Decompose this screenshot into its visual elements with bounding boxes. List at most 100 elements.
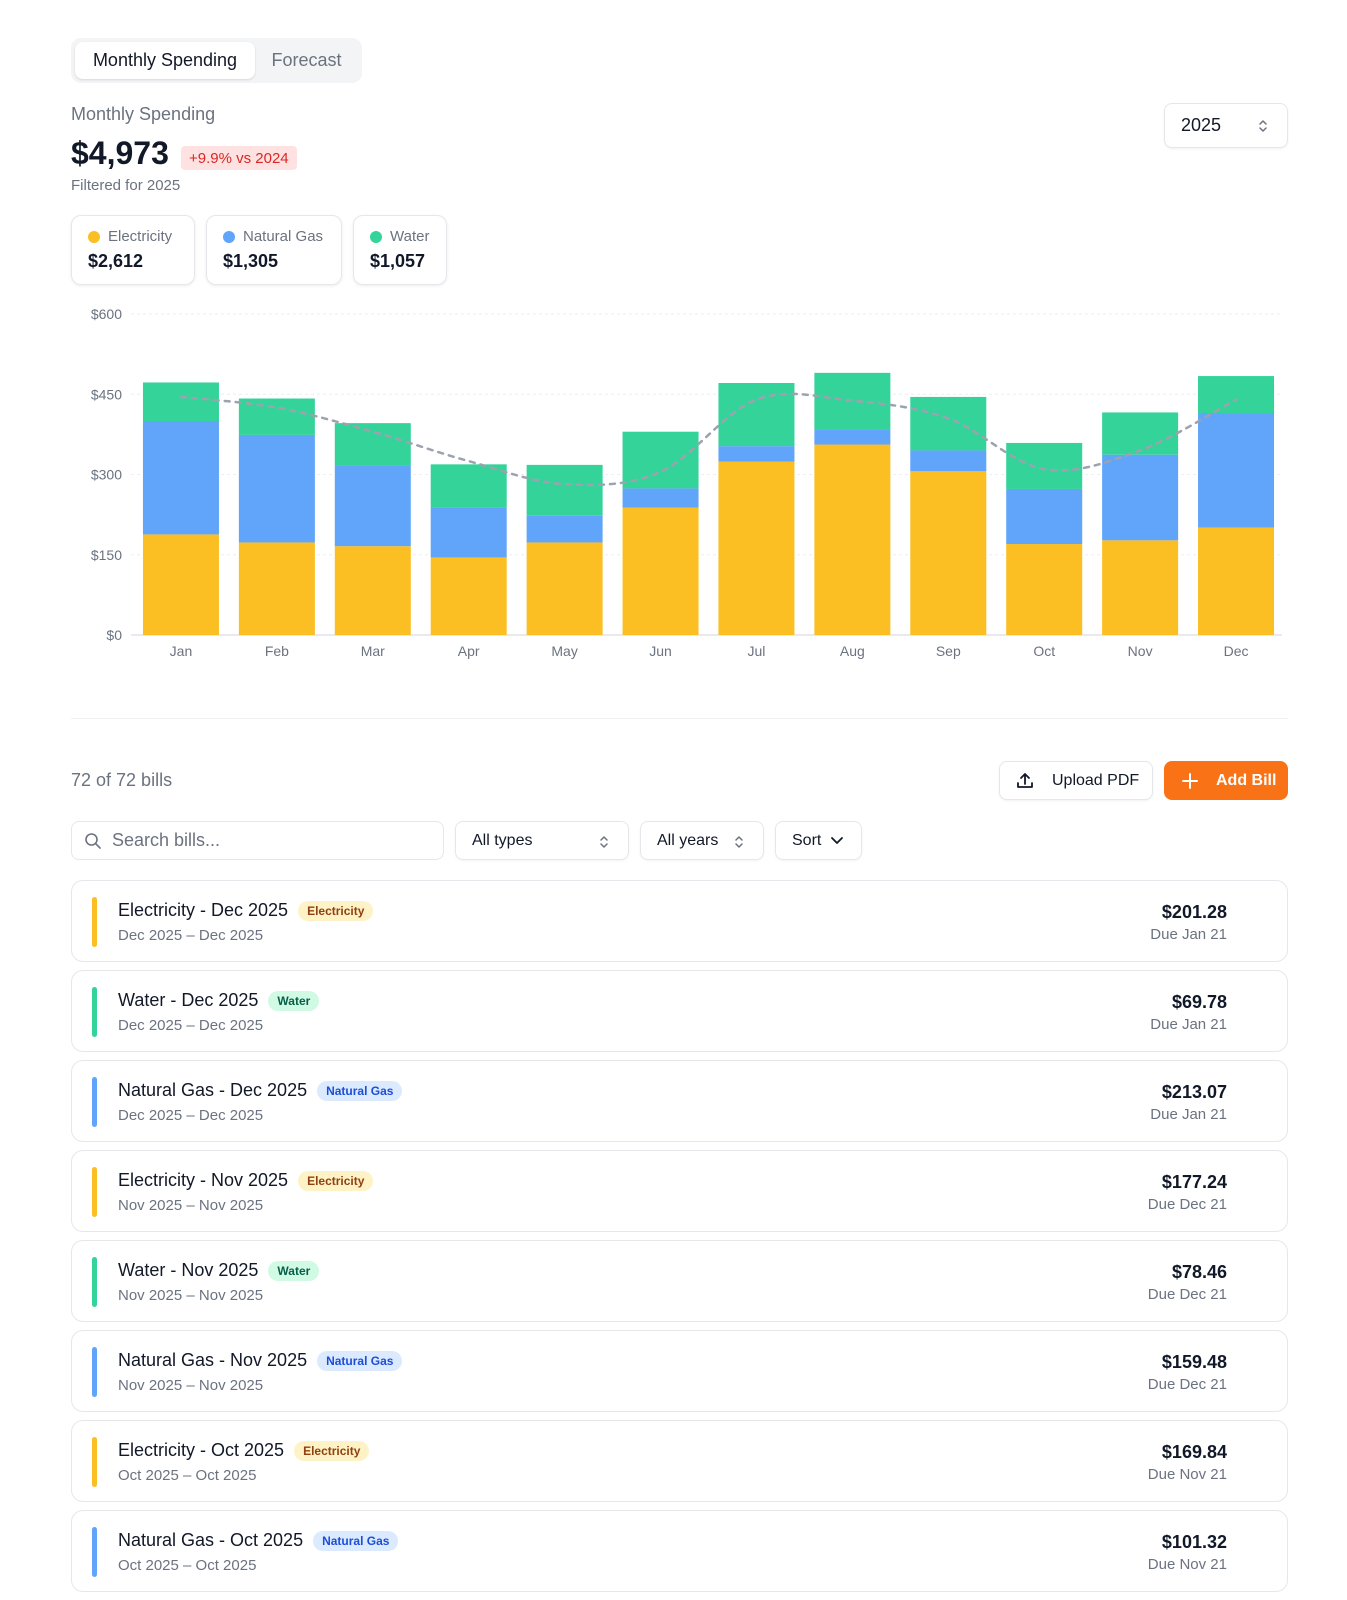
upload-pdf-button[interactable]: Upload PDF <box>999 761 1153 800</box>
legend-card-natural-gas[interactable]: Natural Gas $1,305 <box>206 215 342 285</box>
bar-segment-electricity <box>142 534 219 635</box>
bill-title: Natural Gas - Oct 2025 <box>118 1530 304 1550</box>
electricity-dot <box>88 230 100 243</box>
bar-segment-electricity <box>718 461 795 635</box>
bar-segment-natural-gas <box>814 429 891 445</box>
bar-segment-water <box>142 382 219 421</box>
x-tick-label: Apr <box>458 643 480 659</box>
bar-segment-electricity <box>1102 540 1179 635</box>
bill-type-bar <box>92 1077 97 1127</box>
bar-segment-natural-gas <box>334 465 411 547</box>
search-input[interactable] <box>112 830 412 851</box>
bill-title: Electricity - Oct 2025 <box>118 1440 285 1460</box>
bar-segment-natural-gas <box>1198 413 1275 528</box>
bar-segment-electricity <box>238 542 315 635</box>
bar-segment-electricity <box>910 471 987 635</box>
bill-type-badge: Electricity <box>298 900 374 921</box>
bill-row[interactable]: Natural Gas - Dec 2025 Natural Gas Dec 202… <box>71 1060 1288 1142</box>
bill-due-date: Due Jan 21 <box>1150 926 1227 943</box>
x-tick-label: Sep <box>936 643 961 659</box>
y-tick-label: $300 <box>91 467 122 483</box>
tab-forecast[interactable]: Forecast <box>271 50 342 70</box>
upload-icon <box>1017 772 1033 788</box>
water-dot <box>370 230 382 243</box>
bill-title: Natural Gas - Nov 2025 <box>118 1350 308 1370</box>
bill-amount: $201.28 <box>1161 902 1227 922</box>
x-tick-label: Dec <box>1224 643 1249 659</box>
filter-note: Filtered for 2025 <box>71 177 181 194</box>
search-icon <box>85 832 101 849</box>
bar-segment-water <box>1198 376 1275 414</box>
x-tick-label: Jun <box>649 643 672 659</box>
bill-amount: $78.46 <box>1171 1262 1227 1282</box>
bill-row[interactable]: Electricity - Nov 2025 Electricity Nov 202… <box>71 1150 1288 1232</box>
bill-amount: $159.48 <box>1161 1352 1227 1372</box>
bar-segment-water <box>430 464 507 508</box>
bill-type-bar <box>92 1437 97 1487</box>
legend-card-water[interactable]: Water $1,057 <box>353 215 447 285</box>
bill-type-badge: Electricity <box>298 1170 374 1191</box>
bill-due-date: Due Nov 21 <box>1147 1556 1227 1573</box>
y-tick-label: $450 <box>91 386 122 402</box>
chevron-up-down-icon <box>1259 120 1267 132</box>
bill-title: Natural Gas - Dec 2025 <box>118 1080 308 1100</box>
section-divider <box>71 718 1288 719</box>
y-tick-label: $0 <box>106 627 122 643</box>
bill-title-row: Electricity - Oct 2025 Electricity <box>118 1440 370 1461</box>
bar-segment-natural-gas <box>718 446 795 462</box>
bill-row[interactable]: Electricity - Dec 2025 Electricity Dec 202… <box>71 880 1288 962</box>
search-box <box>71 821 444 860</box>
bar-segment-natural-gas <box>238 434 315 543</box>
bar-segment-water <box>622 431 699 489</box>
type-filter-select[interactable]: All types <box>455 821 629 860</box>
bill-row[interactable]: Natural Gas - Nov 2025 Natural Gas Nov 202… <box>71 1330 1288 1412</box>
tab-monthly-spending[interactable]: Monthly Spending <box>75 42 255 79</box>
bill-type-badge: Natural Gas <box>313 1530 399 1551</box>
year-filter-select[interactable]: All years <box>640 821 764 860</box>
legend-value: $1,305 <box>223 251 279 271</box>
x-tick-label: Mar <box>361 643 385 659</box>
bill-title: Electricity - Nov 2025 <box>118 1170 289 1190</box>
bar-segment-natural-gas <box>910 450 987 472</box>
bill-due-date: Due Dec 21 <box>1147 1286 1227 1303</box>
bill-row[interactable]: Natural Gas - Oct 2025 Natural Gas Oct 202… <box>71 1510 1288 1592</box>
bill-period: Dec 2025 – Dec 2025 <box>118 1017 264 1034</box>
bill-row[interactable]: Electricity - Oct 2025 Electricity Oct 202… <box>71 1420 1288 1502</box>
bill-title: Water - Dec 2025 <box>118 990 259 1010</box>
bill-row[interactable]: Water - Nov 2025 Water Nov 2025 – Nov 2025… <box>71 1240 1288 1322</box>
legend-label: Natural Gas <box>243 228 324 245</box>
bill-type-bar <box>92 1527 97 1577</box>
bar-segment-electricity <box>622 507 699 635</box>
legend-label: Electricity <box>108 228 173 245</box>
bill-row[interactable]: Water - Dec 2025 Water Dec 2025 – Dec 2025… <box>71 970 1288 1052</box>
bar-segment-natural-gas <box>1006 488 1083 545</box>
bill-due-date: Due Dec 21 <box>1147 1376 1227 1393</box>
bill-amount: $69.78 <box>1171 992 1227 1012</box>
bar-segment-electricity <box>1006 544 1083 635</box>
year-select[interactable]: 2025 <box>1164 103 1288 148</box>
bar-segment-natural-gas <box>142 421 219 535</box>
natural-gas-dot <box>223 230 235 243</box>
bill-type-badge: Water <box>268 1260 320 1281</box>
bar-segment-water <box>526 464 603 516</box>
bill-title-row: Natural Gas - Nov 2025 Natural Gas <box>118 1350 403 1371</box>
plus-icon <box>1182 772 1198 789</box>
bill-type-bar <box>92 897 97 947</box>
bill-title: Electricity - Dec 2025 <box>118 900 289 920</box>
sort-button[interactable]: Sort <box>775 821 862 860</box>
add-bill-label: Add Bill <box>1216 771 1277 789</box>
bar-segment-electricity <box>334 546 411 635</box>
bill-type-bar <box>92 1347 97 1397</box>
bill-period: Oct 2025 – Oct 2025 <box>118 1557 257 1574</box>
sort-label: Sort <box>792 831 822 849</box>
legend-label: Water <box>390 228 430 245</box>
chevron-down-icon <box>831 837 843 844</box>
add-bill-button[interactable]: Add Bill <box>1164 761 1288 800</box>
bill-period: Dec 2025 – Dec 2025 <box>118 1107 264 1124</box>
bill-type-badge: Electricity <box>294 1440 370 1461</box>
bill-type-badge: Water <box>268 990 320 1011</box>
bar-segment-water <box>910 396 987 451</box>
legend-card-electricity[interactable]: Electricity $2,612 <box>71 215 195 285</box>
section-title: Monthly Spending <box>71 104 216 124</box>
bill-due-date: Due Nov 21 <box>1147 1466 1227 1483</box>
